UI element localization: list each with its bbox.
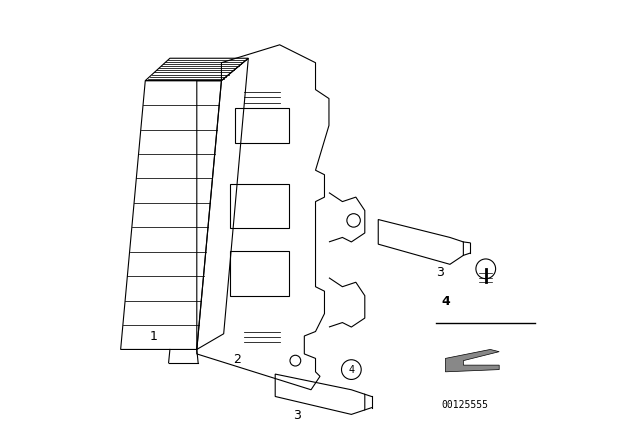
Polygon shape xyxy=(445,349,499,372)
Text: 4: 4 xyxy=(441,295,450,308)
Text: 1: 1 xyxy=(150,331,157,344)
Text: 3: 3 xyxy=(436,266,444,279)
Text: 00125555: 00125555 xyxy=(441,400,488,409)
Bar xyxy=(230,251,289,296)
Circle shape xyxy=(342,360,361,379)
Bar xyxy=(235,108,289,143)
Text: 2: 2 xyxy=(233,353,241,366)
Bar xyxy=(230,184,289,228)
Text: 4: 4 xyxy=(348,365,355,375)
Text: 3: 3 xyxy=(293,409,301,422)
